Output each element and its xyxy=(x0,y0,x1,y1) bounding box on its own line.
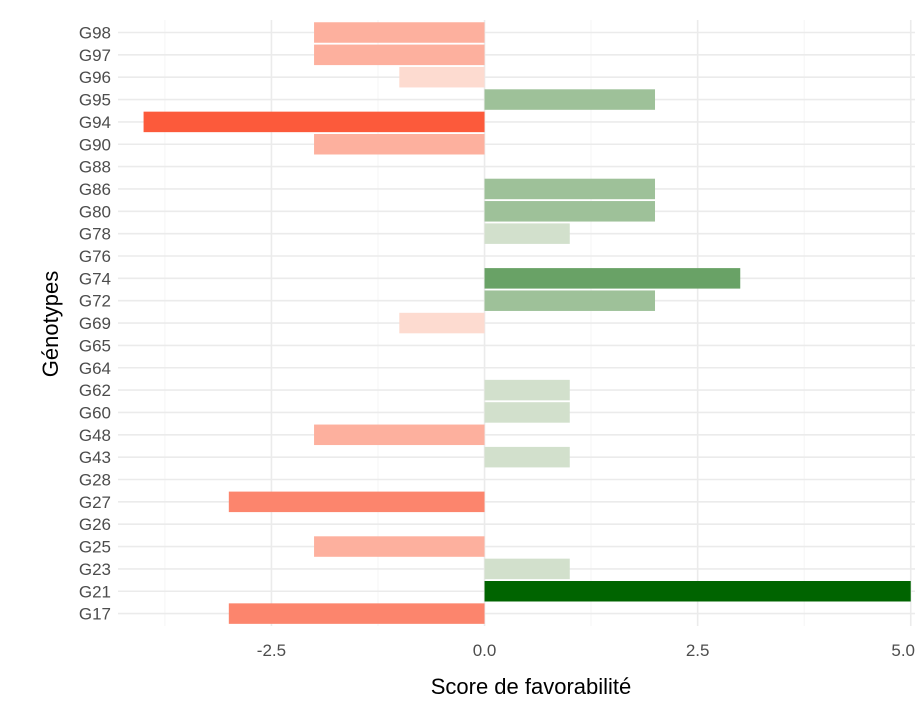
y-tick-label: G28 xyxy=(79,471,111,490)
y-tick-label: G21 xyxy=(79,582,111,601)
y-tick-label: G78 xyxy=(79,225,111,244)
bar-g94 xyxy=(143,111,485,133)
x-tick-label: -2.5 xyxy=(257,641,286,660)
bar-g43 xyxy=(484,446,570,468)
y-tick-label: G43 xyxy=(79,448,111,467)
y-tick-label: G94 xyxy=(79,113,111,132)
y-tick-label: G76 xyxy=(79,247,111,266)
y-tick-label: G90 xyxy=(79,135,111,154)
bar-g17 xyxy=(228,603,485,624)
bar-g62 xyxy=(484,379,570,401)
y-tick-label: G69 xyxy=(79,314,111,333)
y-tick-label: G60 xyxy=(79,403,111,422)
y-tick-label: G64 xyxy=(79,359,111,378)
bar-g90 xyxy=(314,134,485,155)
y-tick-label: G86 xyxy=(79,180,111,199)
bar-g23 xyxy=(484,558,570,580)
y-tick-label: G98 xyxy=(79,24,111,43)
bar-g72 xyxy=(484,290,656,311)
bar-g96 xyxy=(399,66,485,88)
bar-g27 xyxy=(228,491,485,513)
bars xyxy=(143,22,911,624)
y-tick-labels: G98 G97 G96 G95 G94 G90 G88 G86 G80 G78 G76 G74 G72 G… xyxy=(79,24,111,624)
y-tick-label: G88 xyxy=(79,158,111,177)
y-tick-label: G26 xyxy=(79,515,111,534)
y-tick-label: G97 xyxy=(79,46,111,65)
y-tick-label: G96 xyxy=(79,68,111,87)
bar-g80 xyxy=(484,201,656,222)
x-axis-title: Score de favorabilité xyxy=(431,674,632,699)
x-tick-labels: -2.5 0.0 2.5 5.0 xyxy=(257,641,915,660)
y-tick-label: G65 xyxy=(79,336,111,355)
x-tick-label: 5.0 xyxy=(891,641,915,660)
x-tick-label: 0.0 xyxy=(473,641,497,660)
grid-lines xyxy=(118,20,915,626)
bar-g25 xyxy=(314,536,485,557)
y-tick-label: G95 xyxy=(79,91,111,110)
bar-g97 xyxy=(314,44,485,66)
y-tick-label: G62 xyxy=(79,381,111,400)
y-tick-label: G17 xyxy=(79,605,111,624)
x-tick-label: 2.5 xyxy=(686,641,710,660)
y-tick-label: G48 xyxy=(79,426,111,445)
bar-g95 xyxy=(484,89,656,110)
y-tick-label: G72 xyxy=(79,292,111,311)
y-axis-title: Génotypes xyxy=(38,271,63,377)
bar-g98 xyxy=(314,22,485,43)
y-tick-label: G80 xyxy=(79,202,111,221)
bar-g48 xyxy=(314,424,485,446)
bar-g21 xyxy=(484,581,911,602)
bar-g74 xyxy=(484,268,741,289)
bar-g86 xyxy=(484,178,656,200)
y-tick-label: G25 xyxy=(79,538,111,557)
y-tick-label: G27 xyxy=(79,493,111,512)
y-tick-label: G23 xyxy=(79,560,111,579)
bar-g69 xyxy=(399,312,485,334)
y-tick-label: G74 xyxy=(79,269,111,288)
bar-g78 xyxy=(484,223,570,244)
bar-g60 xyxy=(484,402,570,423)
